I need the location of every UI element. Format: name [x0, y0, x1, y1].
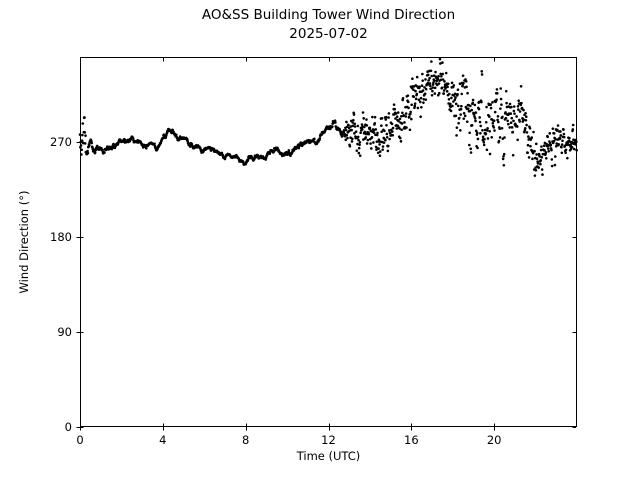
y-tick-label: 90 [57, 324, 72, 339]
x-tick-label: 0 [76, 433, 84, 447]
chart-title: AO&SS Building Tower Wind Direction [201, 7, 456, 23]
x-tick-label: 20 [486, 433, 502, 447]
x-axis-label: Time (UTC) [296, 449, 361, 463]
y-tick-label: 270 [50, 134, 72, 149]
y-tick-label: 0 [64, 420, 72, 434]
scatter-points [78, 57, 578, 177]
x-tick-label: 12 [321, 433, 336, 447]
x-tick-label: 4 [159, 433, 167, 447]
y-tick-label: 180 [50, 229, 72, 244]
chart-subtitle: 2025-07-02 [289, 26, 368, 42]
x-tick-label: 16 [404, 433, 419, 447]
y-axis-label: Wind Direction (°) [17, 190, 31, 294]
x-tick-label: 8 [241, 433, 250, 447]
axes-frame [80, 57, 577, 427]
